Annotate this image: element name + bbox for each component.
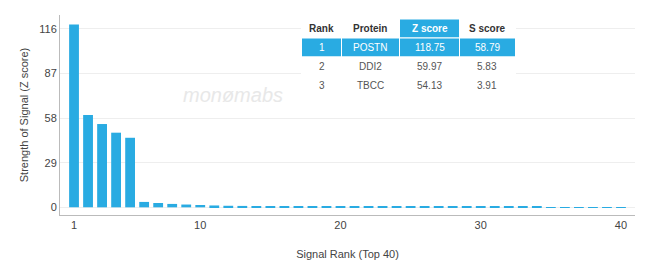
svg-text:0: 0 [51, 201, 57, 213]
svg-text:1: 1 [71, 219, 77, 231]
svg-text:40: 40 [615, 219, 627, 231]
svg-text:POSTN: POSTN [353, 42, 387, 53]
svg-text:Signal Rank (Top 40): Signal Rank (Top 40) [296, 248, 399, 260]
svg-text:58.79: 58.79 [475, 42, 500, 53]
svg-text:87: 87 [45, 67, 57, 79]
svg-text:monømabs: monømabs [183, 84, 283, 106]
svg-text:54.13: 54.13 [417, 80, 442, 91]
svg-text:S score: S score [469, 23, 506, 34]
svg-text:1: 1 [319, 42, 325, 53]
svg-text:2: 2 [319, 61, 325, 72]
svg-text:30: 30 [475, 219, 487, 231]
svg-text:Strength of Signal (Z score): Strength of Signal (Z score) [18, 48, 30, 183]
svg-text:Z score: Z score [412, 23, 448, 34]
svg-text:20: 20 [334, 219, 346, 231]
svg-text:116: 116 [39, 23, 57, 35]
svg-text:Protein: Protein [353, 23, 387, 34]
svg-text:118.75: 118.75 [415, 42, 445, 53]
svg-text:3.91: 3.91 [477, 80, 497, 91]
svg-text:10: 10 [194, 219, 206, 231]
svg-text:29: 29 [45, 157, 57, 169]
svg-text:Rank: Rank [309, 23, 334, 34]
svg-text:58: 58 [45, 112, 57, 124]
svg-text:TBCC: TBCC [357, 80, 384, 91]
svg-text:3: 3 [319, 80, 325, 91]
svg-text:5.83: 5.83 [477, 61, 497, 72]
svg-text:59.97: 59.97 [417, 61, 442, 72]
svg-text:DDI2: DDI2 [359, 61, 382, 72]
